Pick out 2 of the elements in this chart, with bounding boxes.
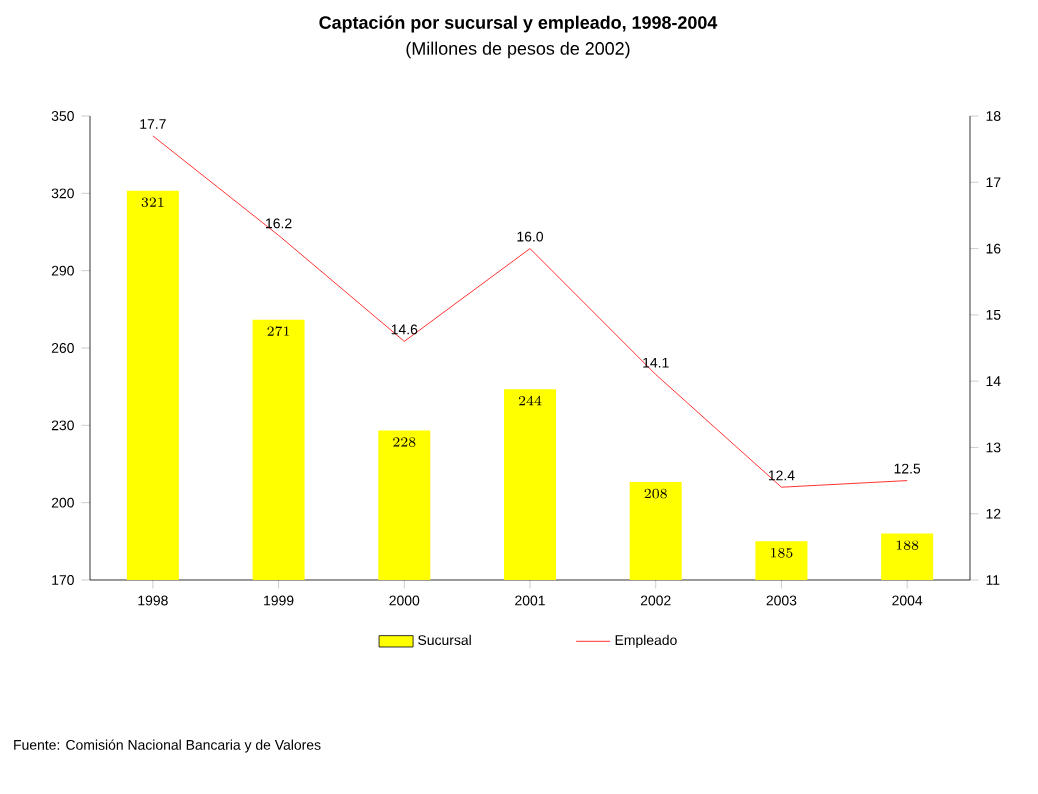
chart-subtitle: (Millones de pesos de 2002) xyxy=(406,41,630,59)
chart-title: Captación por sucursal y empleado, 1998-2004 xyxy=(319,15,718,33)
